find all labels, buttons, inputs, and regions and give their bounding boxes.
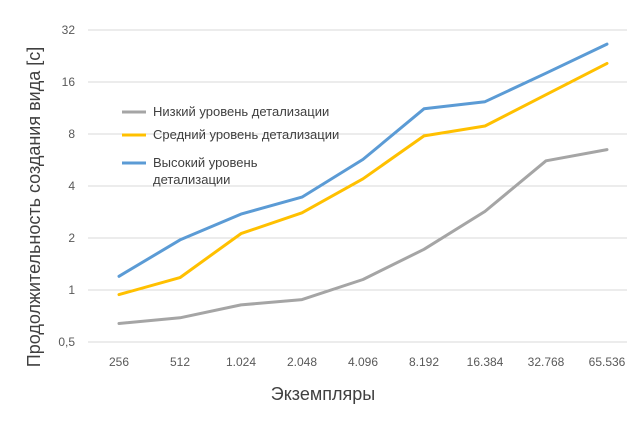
x-axis-title: Экземпляры — [271, 384, 375, 404]
x-tick-label: 65.536 — [589, 355, 626, 369]
y-axis-ticks: 0,5 1 2 4 8 16 32 — [58, 23, 75, 349]
series-line-3 — [117, 42, 609, 278]
y-tick-label: 0,5 — [58, 335, 75, 349]
y-tick-label: 1 — [68, 283, 75, 297]
y-tick-label: 2 — [68, 231, 75, 245]
x-tick-label: 256 — [109, 355, 129, 369]
legend-label-1: Низкий уровень детализации — [153, 104, 329, 119]
legend: Низкий уровень детализации Средний уровен… — [122, 104, 339, 187]
y-tick-label: 16 — [62, 75, 76, 89]
x-tick-label: 16.384 — [467, 355, 504, 369]
series-lines — [117, 42, 609, 325]
x-tick-label: 4.096 — [348, 355, 378, 369]
x-axis-ticks: 256 512 1.024 2.048 4.096 8.192 16.384 32.768 65… — [109, 355, 626, 369]
grid-lines — [88, 29, 627, 343]
legend-label-3: Высокий уровень детализации — [153, 155, 258, 187]
y-tick-label: 32 — [62, 23, 76, 37]
x-tick-label: 1.024 — [226, 355, 256, 369]
x-tick-label: 512 — [170, 355, 190, 369]
y-tick-label: 4 — [68, 179, 75, 193]
x-tick-label: 2.048 — [287, 355, 317, 369]
legend-label-2: Средний уровень детализации — [153, 127, 339, 142]
y-tick-label: 8 — [68, 127, 75, 141]
series-line-2 — [117, 61, 609, 297]
x-tick-label: 8.192 — [409, 355, 439, 369]
y-axis-title: Продолжительность создания вида [с] — [24, 47, 44, 367]
x-tick-label: 32.768 — [528, 355, 565, 369]
series-line-1 — [117, 148, 609, 325]
